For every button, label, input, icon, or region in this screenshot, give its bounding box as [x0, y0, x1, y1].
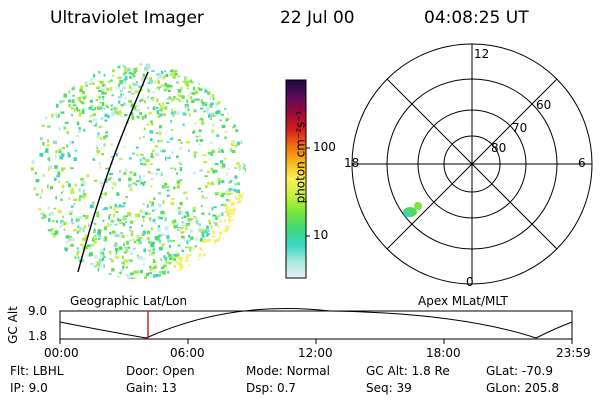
time-tick-1800: 18:00	[426, 346, 461, 360]
colorbar	[285, 79, 310, 279]
time-tick-2359: 23:59	[556, 346, 591, 360]
date-label: 22 Jul 00	[280, 8, 355, 28]
auroral-emission-speckle	[30, 63, 246, 279]
info-mode: Mode: Normal	[246, 364, 330, 378]
left-panel-label: Geographic Lat/Lon	[70, 294, 188, 308]
info-gain: Gain: 13	[126, 381, 177, 395]
altitude-plot	[59, 308, 573, 344]
colorbar-tick-10: 10	[313, 228, 329, 242]
altitude-ylabel: GC Alt	[5, 306, 20, 344]
colorbar-tick-100: 100	[313, 140, 336, 154]
time-tick-0600: 06:00	[170, 346, 205, 360]
terminator-line	[77, 71, 149, 273]
info-door: Door: Open	[126, 364, 195, 378]
info-glon: GLon: 205.8	[486, 381, 559, 395]
info-ip: IP: 9.0	[10, 381, 48, 395]
info-glat: GLat: -70.9	[486, 364, 553, 378]
polar-grid	[351, 43, 593, 285]
mlt-label-0: 0	[466, 275, 474, 289]
info-gc-alt: GC Alt: 1.8 Re	[366, 364, 450, 378]
colorbar-units-label: photon cm⁻²s⁻¹	[293, 110, 308, 204]
mlat-label-80: 80	[491, 141, 507, 155]
time-tick-0000: 00:00	[44, 346, 79, 360]
mlat-label-60: 60	[536, 98, 552, 112]
time-label: 04:08:25 UT	[424, 8, 529, 28]
time-tick-1200: 12:00	[298, 346, 333, 360]
mlt-label-18: 18	[344, 156, 360, 170]
mlat-label-70: 70	[512, 121, 528, 135]
altitude-ytick-9: 9.0	[28, 304, 48, 318]
auroral-image-disc	[30, 63, 246, 279]
polar-emission-blob	[403, 202, 422, 217]
right-panel-label: Apex MLat/MLT	[418, 294, 508, 308]
altitude-ytick-1-8: 1.8	[28, 329, 48, 343]
info-flt: Flt: LBHL	[10, 364, 64, 378]
info-seq: Seq: 39	[366, 381, 412, 395]
info-dsp: Dsp: 0.7	[246, 381, 297, 395]
instrument-title: Ultraviolet Imager	[50, 8, 204, 28]
altitude-curve	[59, 308, 573, 339]
mlt-label-6: 6	[578, 156, 586, 170]
mlt-label-12: 12	[474, 47, 490, 61]
